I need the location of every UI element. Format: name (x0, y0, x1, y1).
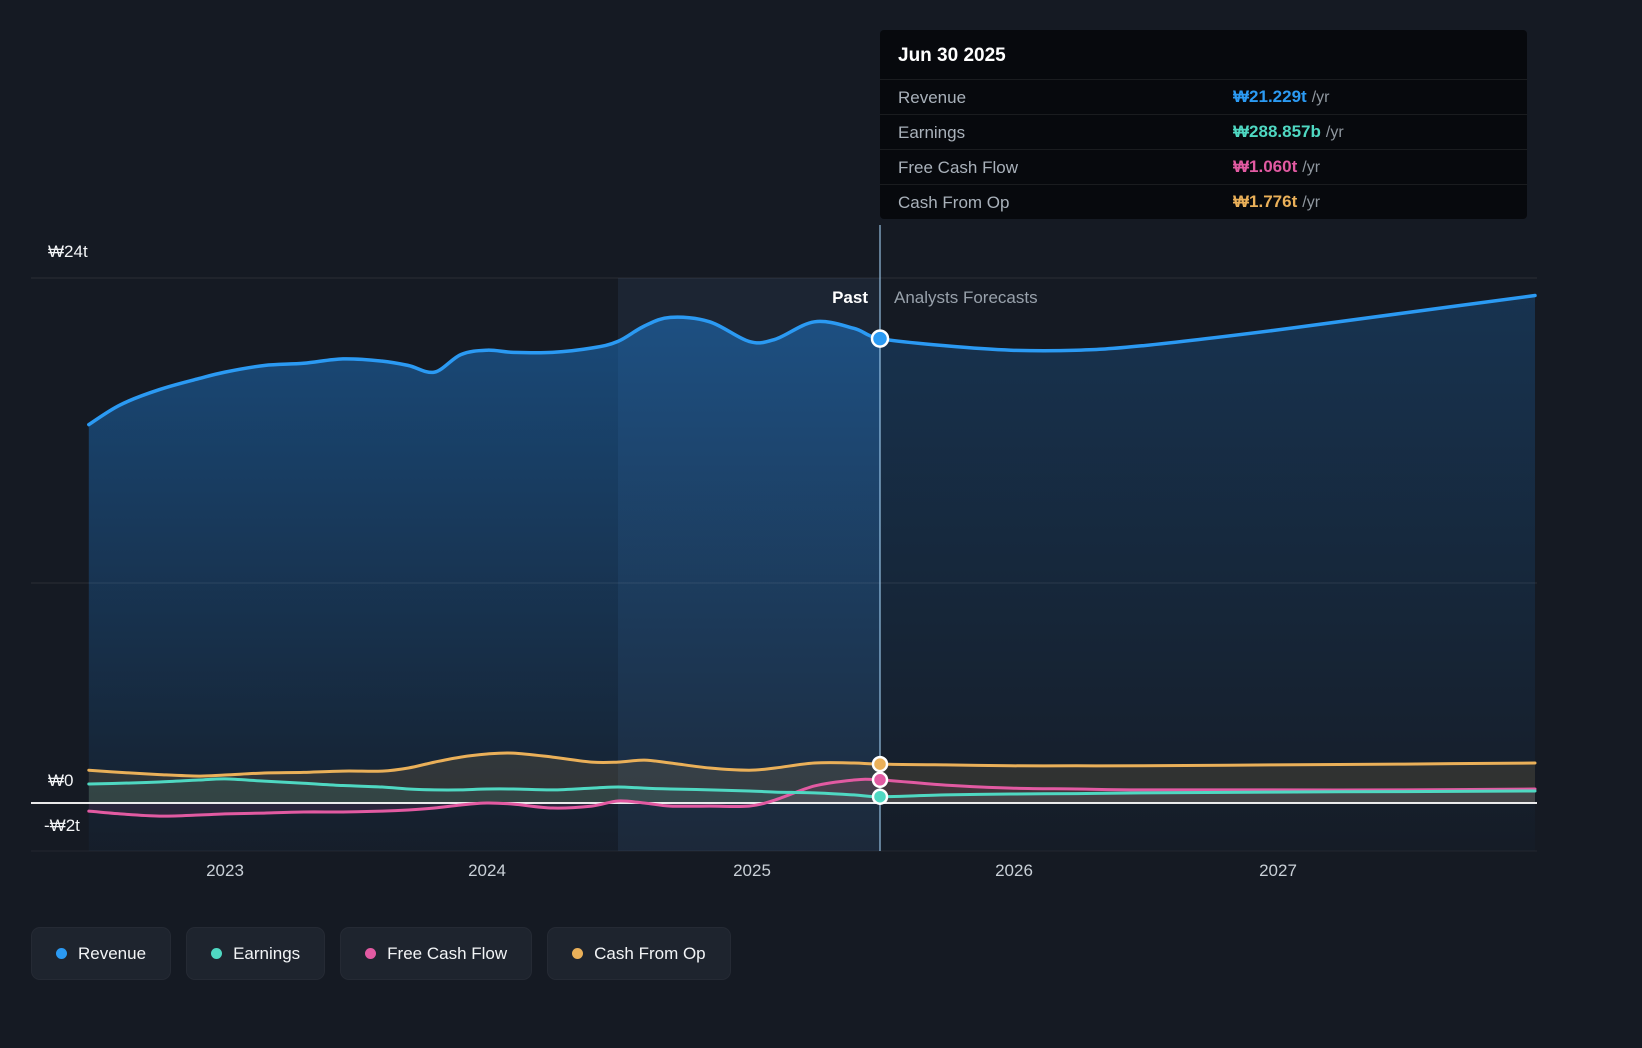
y-axis-label-neg2t: -₩2t (44, 816, 80, 835)
tooltip-label-earnings: Earnings (898, 122, 966, 142)
x-axis-label-2025: 2025 (733, 861, 771, 880)
revenue-dot-icon (56, 948, 67, 959)
tooltip-value-text: ₩21.229t (1233, 87, 1307, 106)
tooltip-value-cash-from-op: ₩1.776t/yr (1233, 191, 1320, 213)
legend-item-free-cash-flow[interactable]: Free Cash Flow (340, 927, 533, 980)
legend-label-free-cash-flow: Free Cash Flow (387, 943, 508, 963)
legend: Revenue Earnings Free Cash Flow Cash Fro… (31, 927, 731, 980)
legend-item-earnings[interactable]: Earnings (186, 927, 326, 980)
tooltip-row-cash-from-op: Cash From Op ₩1.776t/yr (880, 184, 1527, 219)
tooltip-date: Jun 30 2025 (898, 45, 1006, 66)
tooltip-label-revenue: Revenue (898, 87, 967, 107)
tooltip-row-free-cash-flow: Free Cash Flow ₩1.060t/yr (880, 149, 1527, 184)
legend-item-revenue[interactable]: Revenue (31, 927, 172, 980)
legend-item-cash-from-op[interactable]: Cash From Op (547, 927, 731, 980)
chart-tooltip: Jun 30 2025 Revenue ₩21.229t/yr Earnings… (880, 30, 1527, 219)
tooltip-row-earnings: Earnings ₩288.857b/yr (880, 114, 1527, 149)
tooltip-unit-text: /yr (1302, 194, 1321, 211)
tooltip-value-earnings: ₩288.857b/yr (1233, 121, 1344, 143)
past-label: Past (832, 288, 868, 307)
tooltip-row-revenue: Revenue ₩21.229t/yr (880, 79, 1527, 114)
tooltip-value-text: ₩1.060t (1233, 157, 1298, 176)
tooltip-value-revenue: ₩21.229t/yr (1233, 86, 1329, 108)
tooltip-value-text: ₩1.776t (1233, 192, 1298, 211)
cash-from-op-dot-icon (572, 948, 584, 959)
tooltip-unit-text: /yr (1311, 89, 1330, 106)
earnings-dot-icon (211, 948, 223, 959)
legend-label-earnings: Earnings (233, 943, 301, 963)
tooltip-value-free-cash-flow: ₩1.060t/yr (1233, 156, 1320, 178)
y-axis-label-0: ₩0 (48, 771, 74, 790)
tooltip-label-cash-from-op: Cash From Op (898, 192, 1010, 212)
x-axis-label-2023: 2023 (206, 861, 244, 880)
x-axis-label-2027: 2027 (1259, 861, 1297, 880)
legend-label-cash-from-op: Cash From Op (594, 943, 706, 963)
legend-label-revenue: Revenue (78, 943, 147, 963)
tooltip-unit-text: /yr (1302, 159, 1321, 176)
x-axis-label-2026: 2026 (995, 861, 1033, 880)
x-axis-label-2024: 2024 (468, 861, 506, 880)
y-axis-label-24t: ₩24t (48, 242, 88, 261)
tooltip-value-text: ₩288.857b (1233, 122, 1321, 141)
forecasts-label: Analysts Forecasts (894, 288, 1038, 307)
free-cash-flow-dot-icon (365, 948, 377, 959)
tooltip-unit-text: /yr (1325, 124, 1344, 141)
tooltip-label-free-cash-flow: Free Cash Flow (898, 157, 1018, 177)
